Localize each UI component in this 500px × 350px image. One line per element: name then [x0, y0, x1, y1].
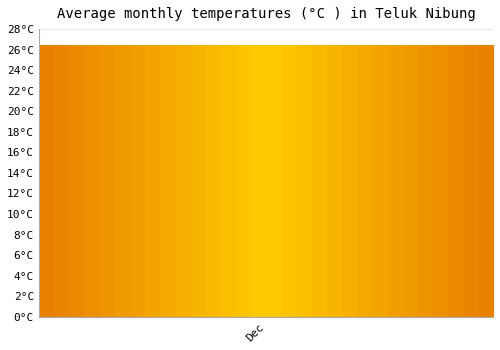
Title: Average monthly temperatures (°C ) in Teluk Nibung: Average monthly temperatures (°C ) in Te…	[56, 7, 476, 21]
